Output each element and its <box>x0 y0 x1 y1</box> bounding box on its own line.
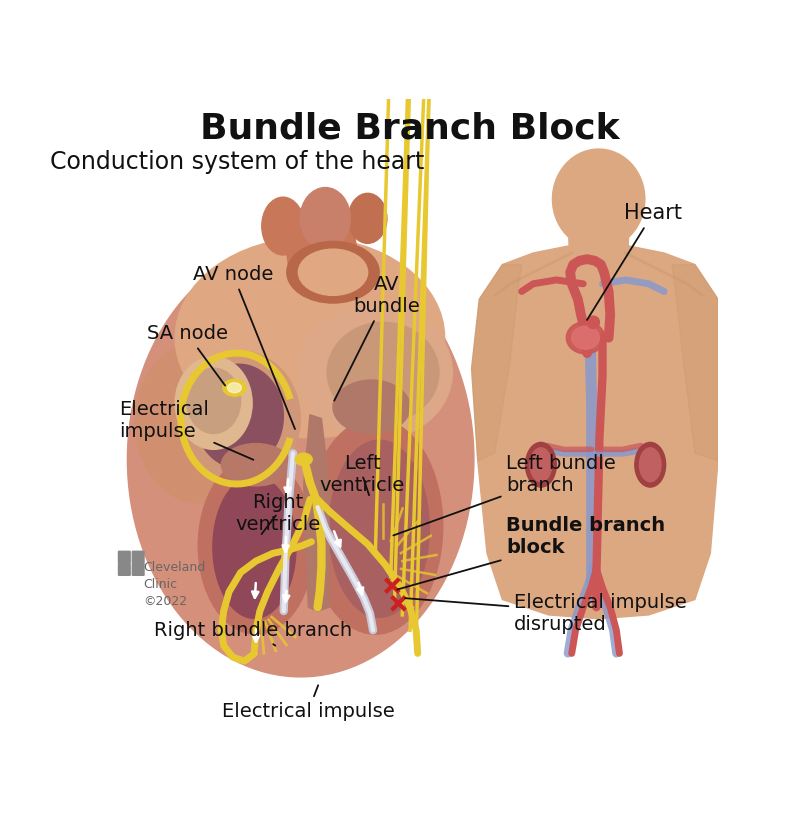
Ellipse shape <box>566 322 605 354</box>
Ellipse shape <box>181 351 300 486</box>
Text: Right
ventricle: Right ventricle <box>235 493 320 534</box>
Text: AV
bundle: AV bundle <box>334 275 420 401</box>
Text: Conduction system of the heart: Conduction system of the heart <box>50 150 424 174</box>
Ellipse shape <box>333 380 410 434</box>
Ellipse shape <box>222 444 290 486</box>
Ellipse shape <box>175 357 252 450</box>
Ellipse shape <box>227 383 242 393</box>
Ellipse shape <box>329 440 430 617</box>
Ellipse shape <box>198 457 314 634</box>
Ellipse shape <box>194 365 283 469</box>
Ellipse shape <box>298 305 452 440</box>
Polygon shape <box>472 265 522 461</box>
Ellipse shape <box>213 476 296 619</box>
Ellipse shape <box>127 242 474 676</box>
Ellipse shape <box>327 323 439 422</box>
Circle shape <box>587 316 599 328</box>
Ellipse shape <box>553 149 645 249</box>
Ellipse shape <box>262 197 304 255</box>
Ellipse shape <box>635 442 666 487</box>
Ellipse shape <box>135 342 266 503</box>
FancyBboxPatch shape <box>118 563 131 576</box>
FancyBboxPatch shape <box>132 563 145 576</box>
Text: Bundle Branch Block: Bundle Branch Block <box>200 111 620 145</box>
Ellipse shape <box>308 418 442 634</box>
Ellipse shape <box>530 448 552 482</box>
Ellipse shape <box>349 193 387 243</box>
FancyBboxPatch shape <box>132 550 145 563</box>
Ellipse shape <box>286 242 379 303</box>
Text: Electrical impulse: Electrical impulse <box>222 686 394 721</box>
Text: Bundle branch
block: Bundle branch block <box>398 516 666 590</box>
Ellipse shape <box>572 326 599 349</box>
Ellipse shape <box>295 453 312 465</box>
Ellipse shape <box>639 448 661 482</box>
Text: Heart: Heart <box>587 203 682 320</box>
Ellipse shape <box>526 442 556 487</box>
FancyBboxPatch shape <box>118 550 131 563</box>
Text: Left
ventricle: Left ventricle <box>320 455 405 495</box>
Polygon shape <box>304 415 329 611</box>
Text: Cleveland
Clinic
©2022: Cleveland Clinic ©2022 <box>143 561 206 607</box>
Polygon shape <box>672 265 718 461</box>
Text: AV node: AV node <box>193 265 295 429</box>
Text: Electrical impulse
disrupted: Electrical impulse disrupted <box>405 593 686 634</box>
Text: SA node: SA node <box>146 324 228 385</box>
Ellipse shape <box>186 368 241 434</box>
Ellipse shape <box>175 238 445 438</box>
Text: Electrical
impulse: Electrical impulse <box>119 400 254 460</box>
Text: Right bundle branch: Right bundle branch <box>154 620 353 646</box>
Text: Left bundle
branch: Left bundle branch <box>394 455 616 535</box>
Polygon shape <box>569 233 629 268</box>
Ellipse shape <box>300 187 350 249</box>
Ellipse shape <box>298 249 368 295</box>
Ellipse shape <box>287 199 356 299</box>
Polygon shape <box>472 243 718 619</box>
Ellipse shape <box>223 380 246 396</box>
